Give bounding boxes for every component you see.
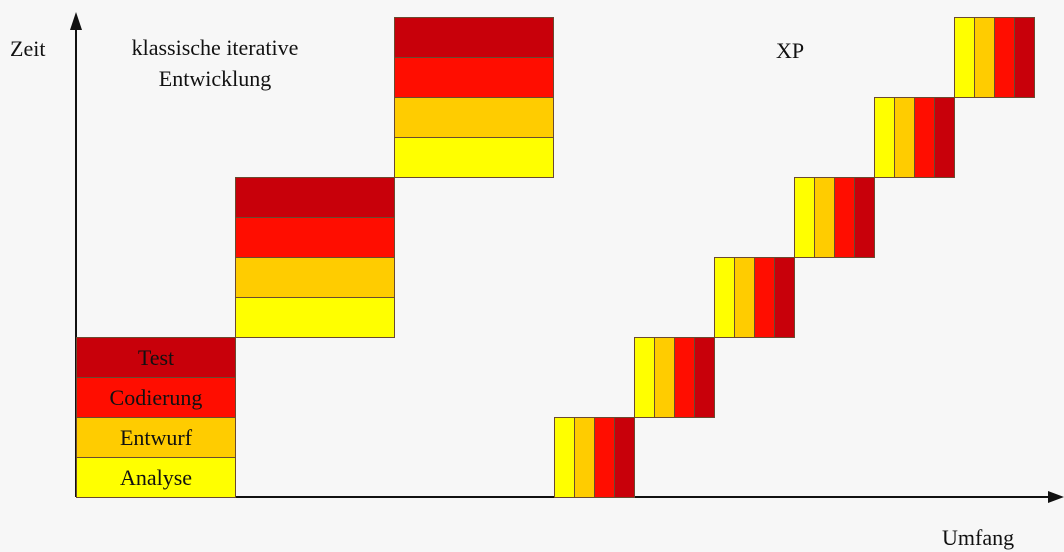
xp-stripe-analyse: [714, 257, 735, 338]
xp-stripe-analyse: [554, 417, 575, 498]
xp-title: XP: [776, 38, 805, 63]
xp-stripe-codierung: [674, 337, 695, 418]
classic-block-analyse: [394, 137, 554, 178]
xp-stripe-analyse: [794, 177, 815, 258]
classic-block-entwurf: [394, 97, 554, 138]
x-axis-label: Umfang: [942, 525, 1015, 550]
xp-stripe-codierung: [594, 417, 615, 498]
xp-stripe-test: [934, 97, 955, 178]
xp-stripe-test: [854, 177, 875, 258]
xp-stripe-analyse: [634, 337, 655, 418]
xp-stripe-entwurf: [734, 257, 755, 338]
xp-stripe-analyse: [954, 17, 975, 98]
x-axis-arrowhead: [1048, 491, 1064, 503]
xp-stripe-entwurf: [974, 17, 995, 98]
classic-title-line1: klassische iterative: [131, 35, 299, 60]
xp-stripe-codierung: [754, 257, 775, 338]
classic-block-analyse: Analyse: [76, 457, 236, 498]
classic-block-entwurf: [235, 257, 395, 298]
classic-block-codierung: Codierung: [76, 377, 236, 418]
xp-stripe-codierung: [914, 97, 935, 178]
xp-stripe-codierung: [834, 177, 855, 258]
classic-title: klassische iterative Entwicklung: [100, 32, 330, 94]
classic-block-entwurf: Entwurf: [76, 417, 236, 458]
y-axis-label: Zeit: [10, 36, 46, 61]
xp-stripe-codierung: [994, 17, 1015, 98]
xp-stripe-test: [694, 337, 715, 418]
xp-stripe-analyse: [874, 97, 895, 178]
xp-stripe-test: [774, 257, 795, 338]
xp-stripe-entwurf: [574, 417, 595, 498]
xp-stripe-test: [1014, 17, 1035, 98]
classic-block-analyse: [235, 297, 395, 338]
classic-block-codierung: [235, 217, 395, 258]
classic-block-codierung: [394, 57, 554, 98]
xp-stripe-entwurf: [894, 97, 915, 178]
xp-stripe-entwurf: [814, 177, 835, 258]
classic-block-test: [235, 177, 395, 218]
y-axis-arrowhead: [70, 12, 82, 30]
xp-stripe-test: [614, 417, 635, 498]
classic-title-line2: Entwicklung: [158, 66, 272, 91]
classic-block-test: Test: [76, 337, 236, 378]
classic-block-test: [394, 17, 554, 58]
xp-stripe-entwurf: [654, 337, 675, 418]
